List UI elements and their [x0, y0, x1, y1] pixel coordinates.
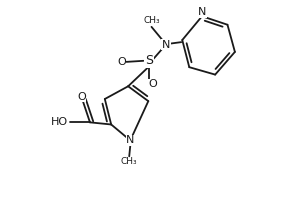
- Text: O: O: [117, 57, 126, 67]
- Text: CH₃: CH₃: [143, 16, 160, 25]
- Text: N: N: [126, 135, 135, 145]
- Text: CH₃: CH₃: [121, 157, 138, 166]
- Text: N: N: [198, 8, 206, 17]
- Text: N: N: [162, 40, 170, 50]
- Text: HO: HO: [51, 117, 68, 127]
- Text: O: O: [77, 92, 86, 102]
- Text: O: O: [149, 79, 158, 89]
- Text: S: S: [145, 54, 153, 67]
